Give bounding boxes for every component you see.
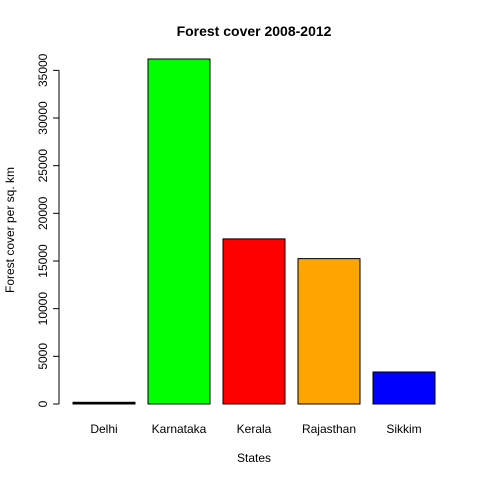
- x-tick-label: Sikkim: [386, 422, 421, 436]
- x-tick-label: Kerala: [237, 422, 272, 436]
- x-axis-label: States: [237, 451, 271, 465]
- y-tick-label: 35000: [36, 53, 50, 87]
- y-tick-label: 10000: [36, 292, 50, 326]
- bar-karnataka: [147, 58, 211, 405]
- y-tick-label: 0: [36, 400, 50, 407]
- y-tick-label: 25000: [36, 149, 50, 183]
- y-tick-label: 20000: [36, 196, 50, 230]
- x-tick-label: Delhi: [90, 422, 117, 436]
- y-tick-label: 5000: [36, 343, 50, 370]
- y-axis-label: Forest cover per sq. km: [3, 167, 17, 293]
- bar-rajasthan: [297, 258, 361, 405]
- x-tick-label: Rajasthan: [302, 422, 356, 436]
- bar-sikkim: [372, 371, 436, 405]
- y-tick-label: 30000: [36, 101, 50, 135]
- y-tick-label: 15000: [36, 244, 50, 278]
- bar-kerala: [222, 238, 286, 405]
- x-tick-labels: Delhi Karnataka Kerala Rajasthan Sikkim: [90, 422, 421, 436]
- y-axis: 0 5000 10000 15000 20000 25000 30000 35000: [36, 53, 60, 407]
- bars-group: [72, 58, 436, 405]
- x-tick-label: Karnataka: [152, 422, 207, 436]
- chart-title: Forest cover 2008-2012: [177, 23, 332, 39]
- bar-delhi: [72, 401, 136, 405]
